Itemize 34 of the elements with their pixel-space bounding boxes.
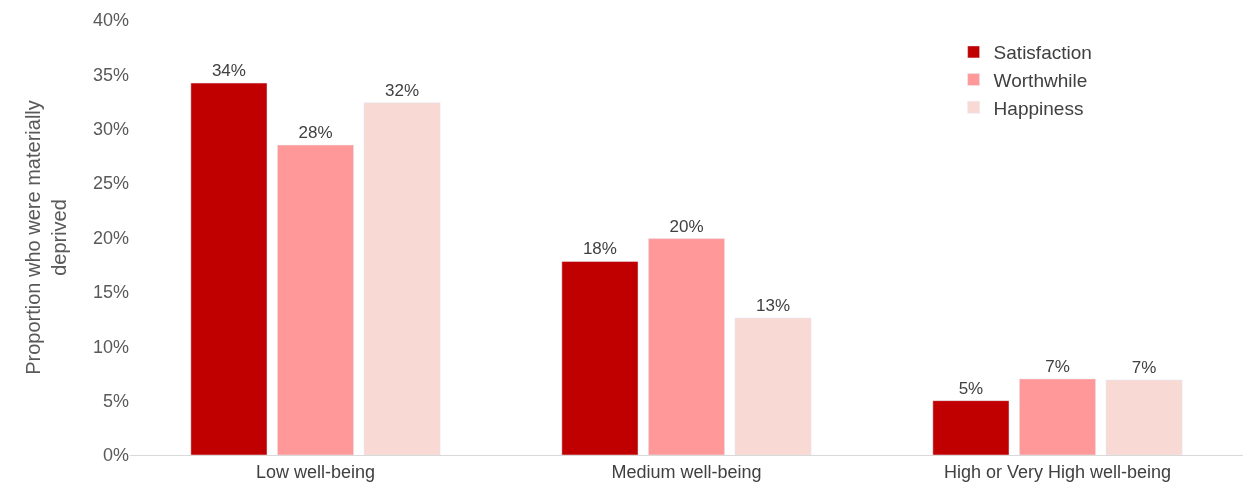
- data-label: 13%: [756, 295, 791, 315]
- data-label: 20%: [669, 216, 704, 236]
- bar: [1105, 379, 1183, 455]
- bar: [363, 102, 441, 455]
- y-tick-label: 30%: [92, 119, 129, 140]
- legend-label: Satisfaction: [993, 42, 1092, 64]
- data-label: 34%: [211, 61, 246, 81]
- bar: [932, 400, 1010, 455]
- x-tick-label: High or Very High well-being: [943, 461, 1172, 482]
- y-tick-label: 20%: [92, 227, 129, 248]
- y-tick-label: 10%: [92, 336, 129, 357]
- data-label: 32%: [385, 80, 420, 100]
- y-axis-title: Proportion who were materially deprived: [22, 100, 71, 375]
- bar: [1019, 378, 1096, 455]
- y-tick-label: 5%: [102, 390, 129, 411]
- y-tick-label: 40%: [92, 10, 129, 31]
- data-label: 7%: [1131, 357, 1157, 377]
- legend-label: Happiness: [993, 97, 1084, 119]
- bar: [648, 238, 725, 455]
- data-label: 7%: [1045, 356, 1070, 376]
- bar: [734, 317, 812, 455]
- bar: [561, 261, 639, 455]
- legend-label: Worthwhile: [993, 70, 1088, 92]
- y-tick-label: 25%: [92, 173, 129, 194]
- x-tick-label: Low well-being: [255, 461, 376, 482]
- data-label: 5%: [958, 378, 984, 398]
- y-tick-label: 15%: [92, 282, 129, 303]
- x-tick-label: Medium well-being: [611, 461, 762, 482]
- y-tick-label: 0%: [102, 445, 129, 466]
- bar: [190, 82, 268, 455]
- y-tick-label: 35%: [92, 64, 129, 85]
- bar: [277, 144, 354, 455]
- data-label: 28%: [298, 123, 333, 143]
- data-label: 18%: [582, 239, 617, 259]
